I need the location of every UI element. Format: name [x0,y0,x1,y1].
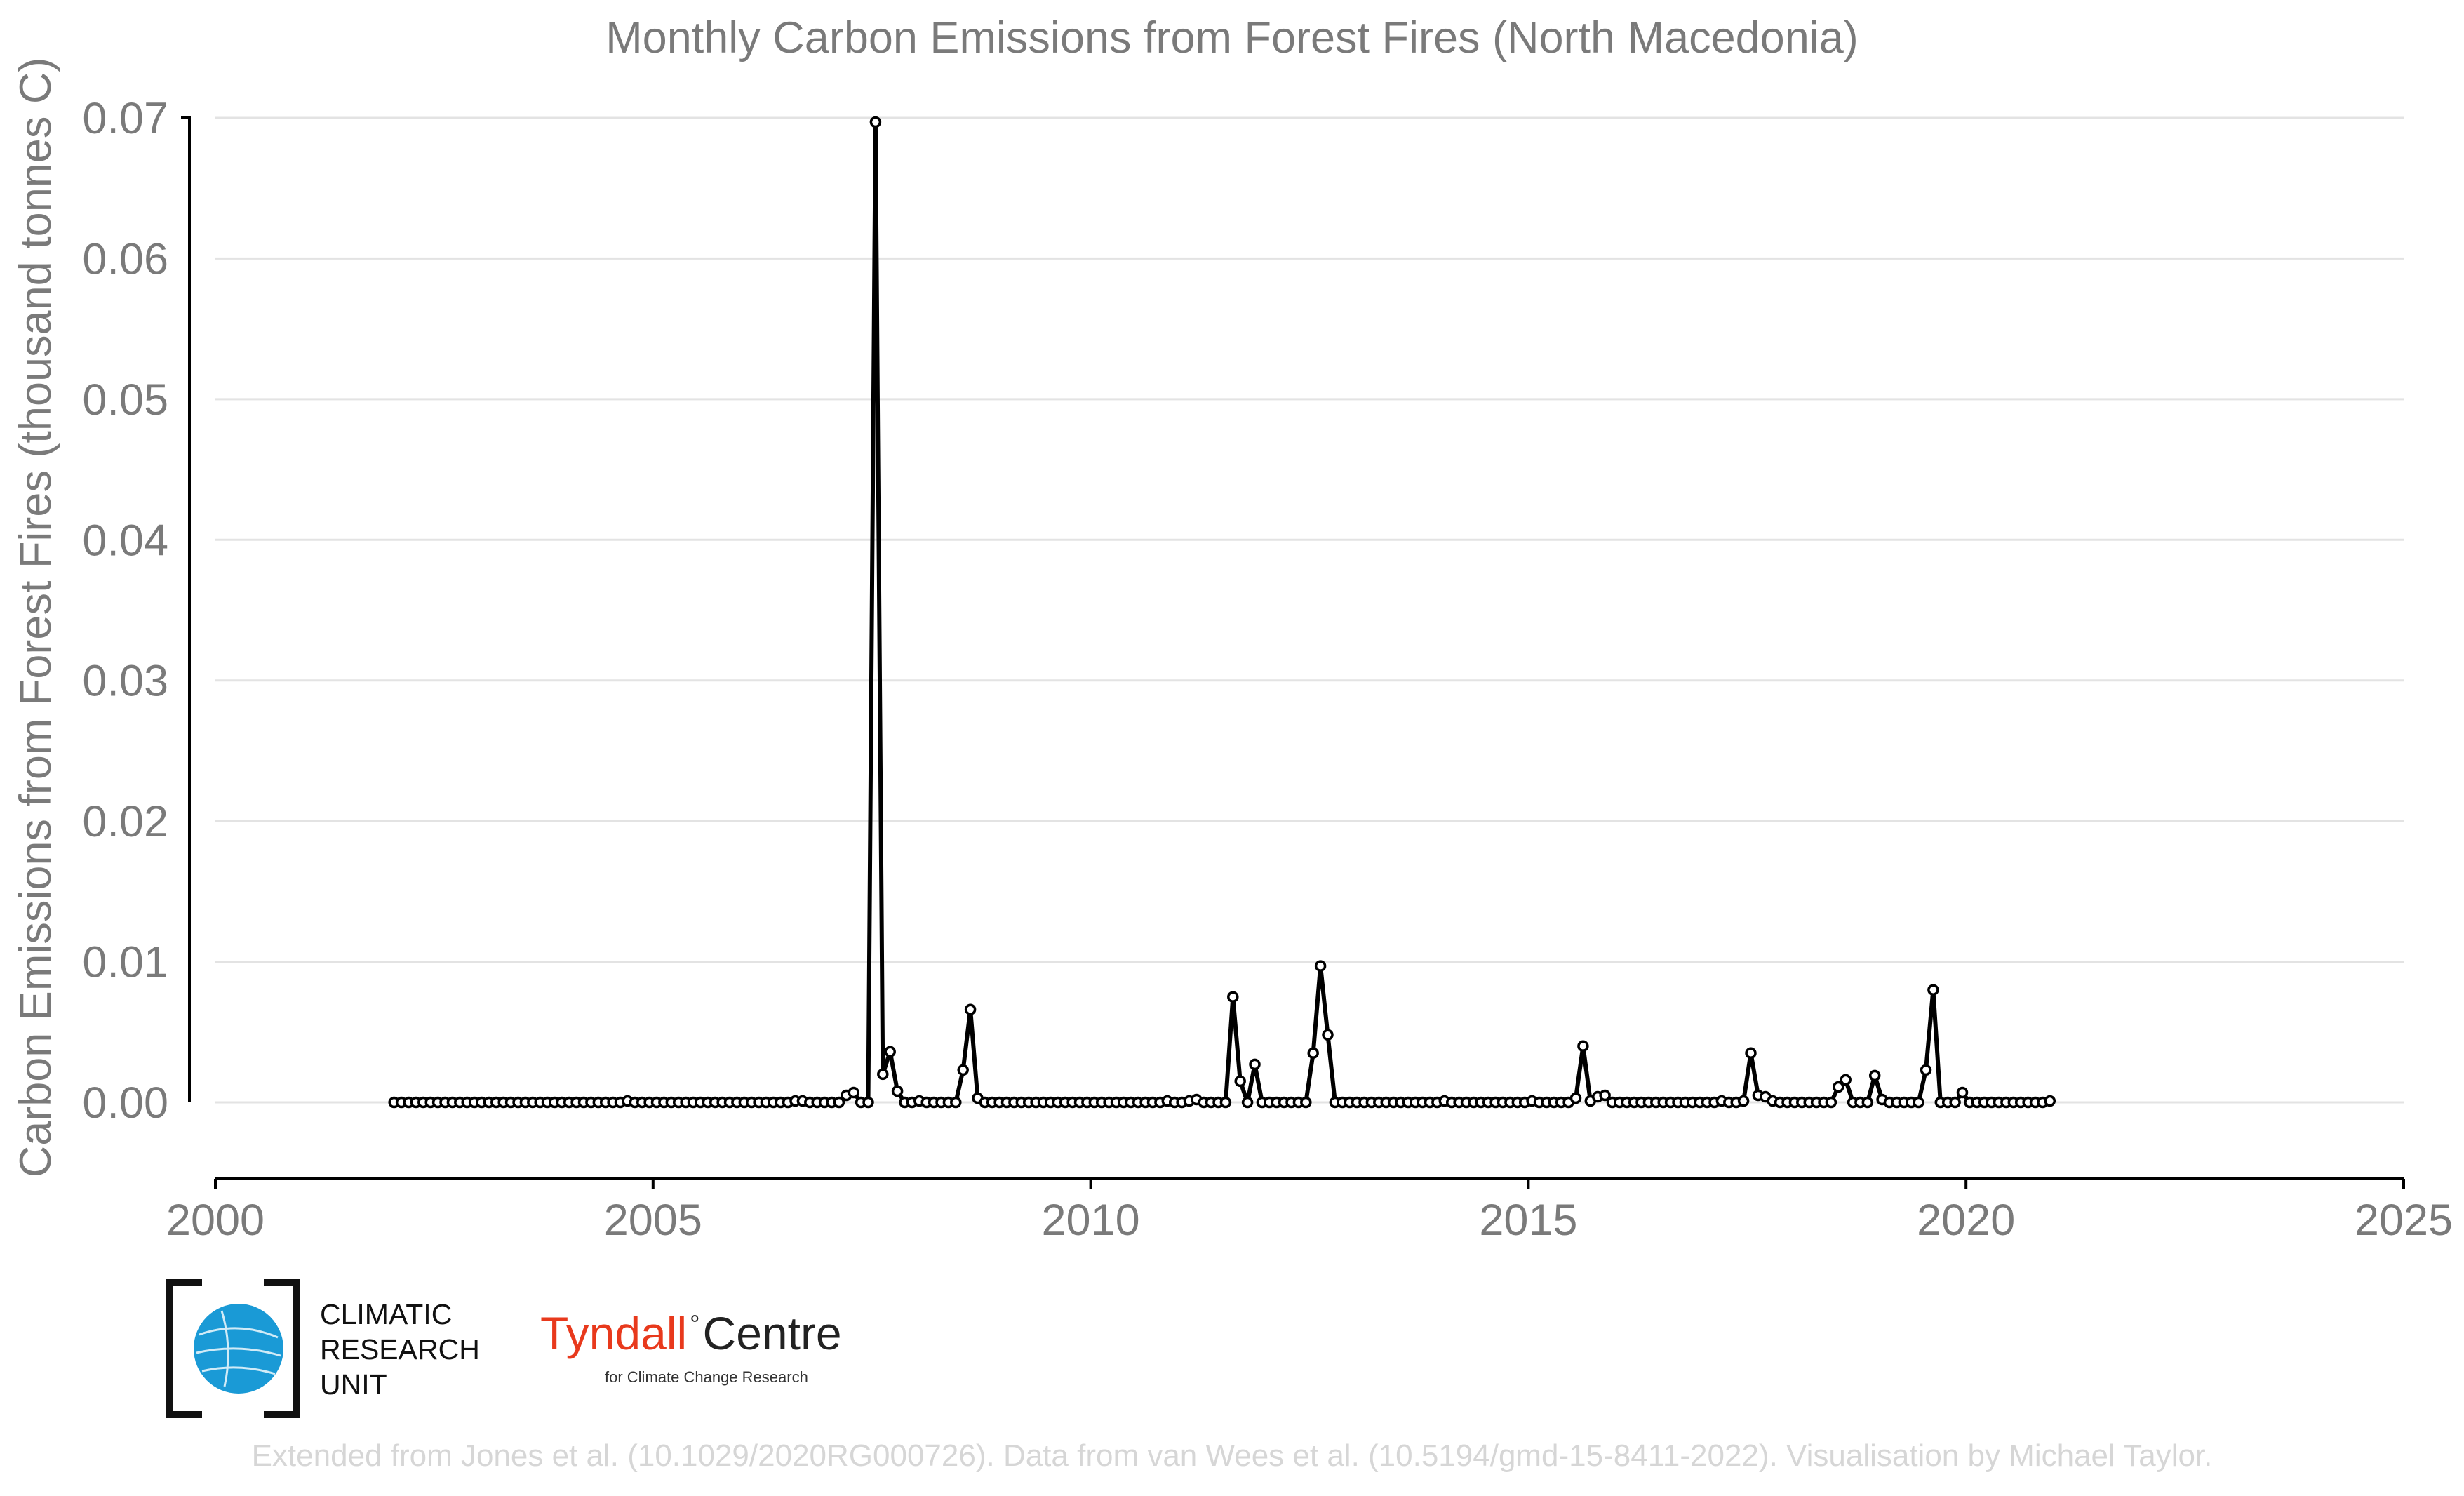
chart-svg: 0.000.010.020.030.040.050.060.07 2000 200… [11,58,2453,1245]
data-point [891,1085,904,1097]
data-point [1949,1096,1961,1109]
data-point [1927,984,1939,996]
data-point [848,1086,859,1099]
data-point [1920,1064,1932,1076]
data-point [1956,1086,1969,1099]
y-axis-label: Carbon Emissions from Forest Fires (thou… [11,58,60,1178]
data-point [1219,1096,1232,1109]
globe-lines [196,1310,281,1387]
x-axis: 2000 2005 2010 2015 2020 2025 [166,1177,2453,1245]
cru-logo [166,1279,300,1418]
data-point [957,1064,969,1076]
data-point [964,1003,977,1015]
credit-line: Extended from Jones et al. (10.1029/2020… [251,1438,2213,1473]
data-point [1737,1095,1750,1107]
tyndall-name: Tyndall [540,1307,688,1359]
data-point [1861,1096,1874,1109]
series-line [394,120,2051,1104]
y-tick-label: 0.05 [82,375,168,425]
data-point [1227,991,1239,1003]
cru-bracket-left [166,1279,202,1418]
tyndall-degree-mark: ° [690,1309,700,1338]
y-tick-label: 0.03 [82,657,168,706]
data-point [1825,1096,1837,1109]
data-point [1314,960,1327,972]
y-tick-label: 0.06 [82,234,168,283]
tyndall-centre: Centre [702,1307,842,1359]
data-point [1300,1096,1312,1109]
data-point [1307,1047,1319,1060]
data-point [950,1096,962,1109]
data-point [862,1096,874,1109]
chart-title: Monthly Carbon Emissions from Forest Fir… [605,13,1859,62]
x-tick-label: 2010 [1042,1196,1140,1245]
data-point [884,1046,896,1058]
data-point [1241,1096,1254,1109]
data-point [1577,1040,1589,1053]
series-emissions [388,116,2056,1109]
data-point [1234,1075,1246,1088]
x-tick-label: 2025 [2355,1196,2453,1245]
cru-bracket-right [264,1279,300,1418]
data-point [1569,1092,1582,1104]
data-point [1913,1096,1924,1109]
y-tick-label: 0.04 [82,516,168,565]
x-tick-label: 2000 [166,1196,265,1245]
cru-line-2: RESEARCH [320,1333,480,1365]
tyndall-logo: Tyndall °Centre [540,1307,842,1360]
data-point [869,116,882,128]
x-tick-label: 2005 [604,1196,702,1245]
cru-text: CLIMATIC RESEARCH UNIT [320,1297,480,1402]
y-tick-label: 0.07 [82,94,168,143]
data-point [1599,1089,1611,1102]
data-point [877,1068,889,1081]
data-point [1745,1047,1757,1060]
data-point [1833,1081,1844,1093]
gridlines [181,116,2404,1104]
x-tick-label: 2015 [1479,1196,1577,1245]
y-tick-label: 0.01 [82,938,168,987]
data-point [1249,1058,1261,1071]
data-point [1868,1069,1881,1082]
data-point [2044,1095,2056,1107]
data-point [1840,1074,1852,1086]
cru-line-3: UNIT [320,1368,387,1401]
y-tick-label: 0.02 [82,797,168,846]
data-point [1322,1029,1334,1041]
y-axis-tick-labels: 0.00 0.01 0.02 0.03 0.04 0.05 0.06 0.07 [82,94,168,1128]
tyndall-subtitle: for Climate Change Research [605,1368,808,1386]
cru-line-1: CLIMATIC [320,1298,453,1330]
x-tick-label: 2020 [1917,1196,2015,1245]
data-point [833,1096,845,1109]
y-tick-label: 0.00 [82,1078,168,1128]
